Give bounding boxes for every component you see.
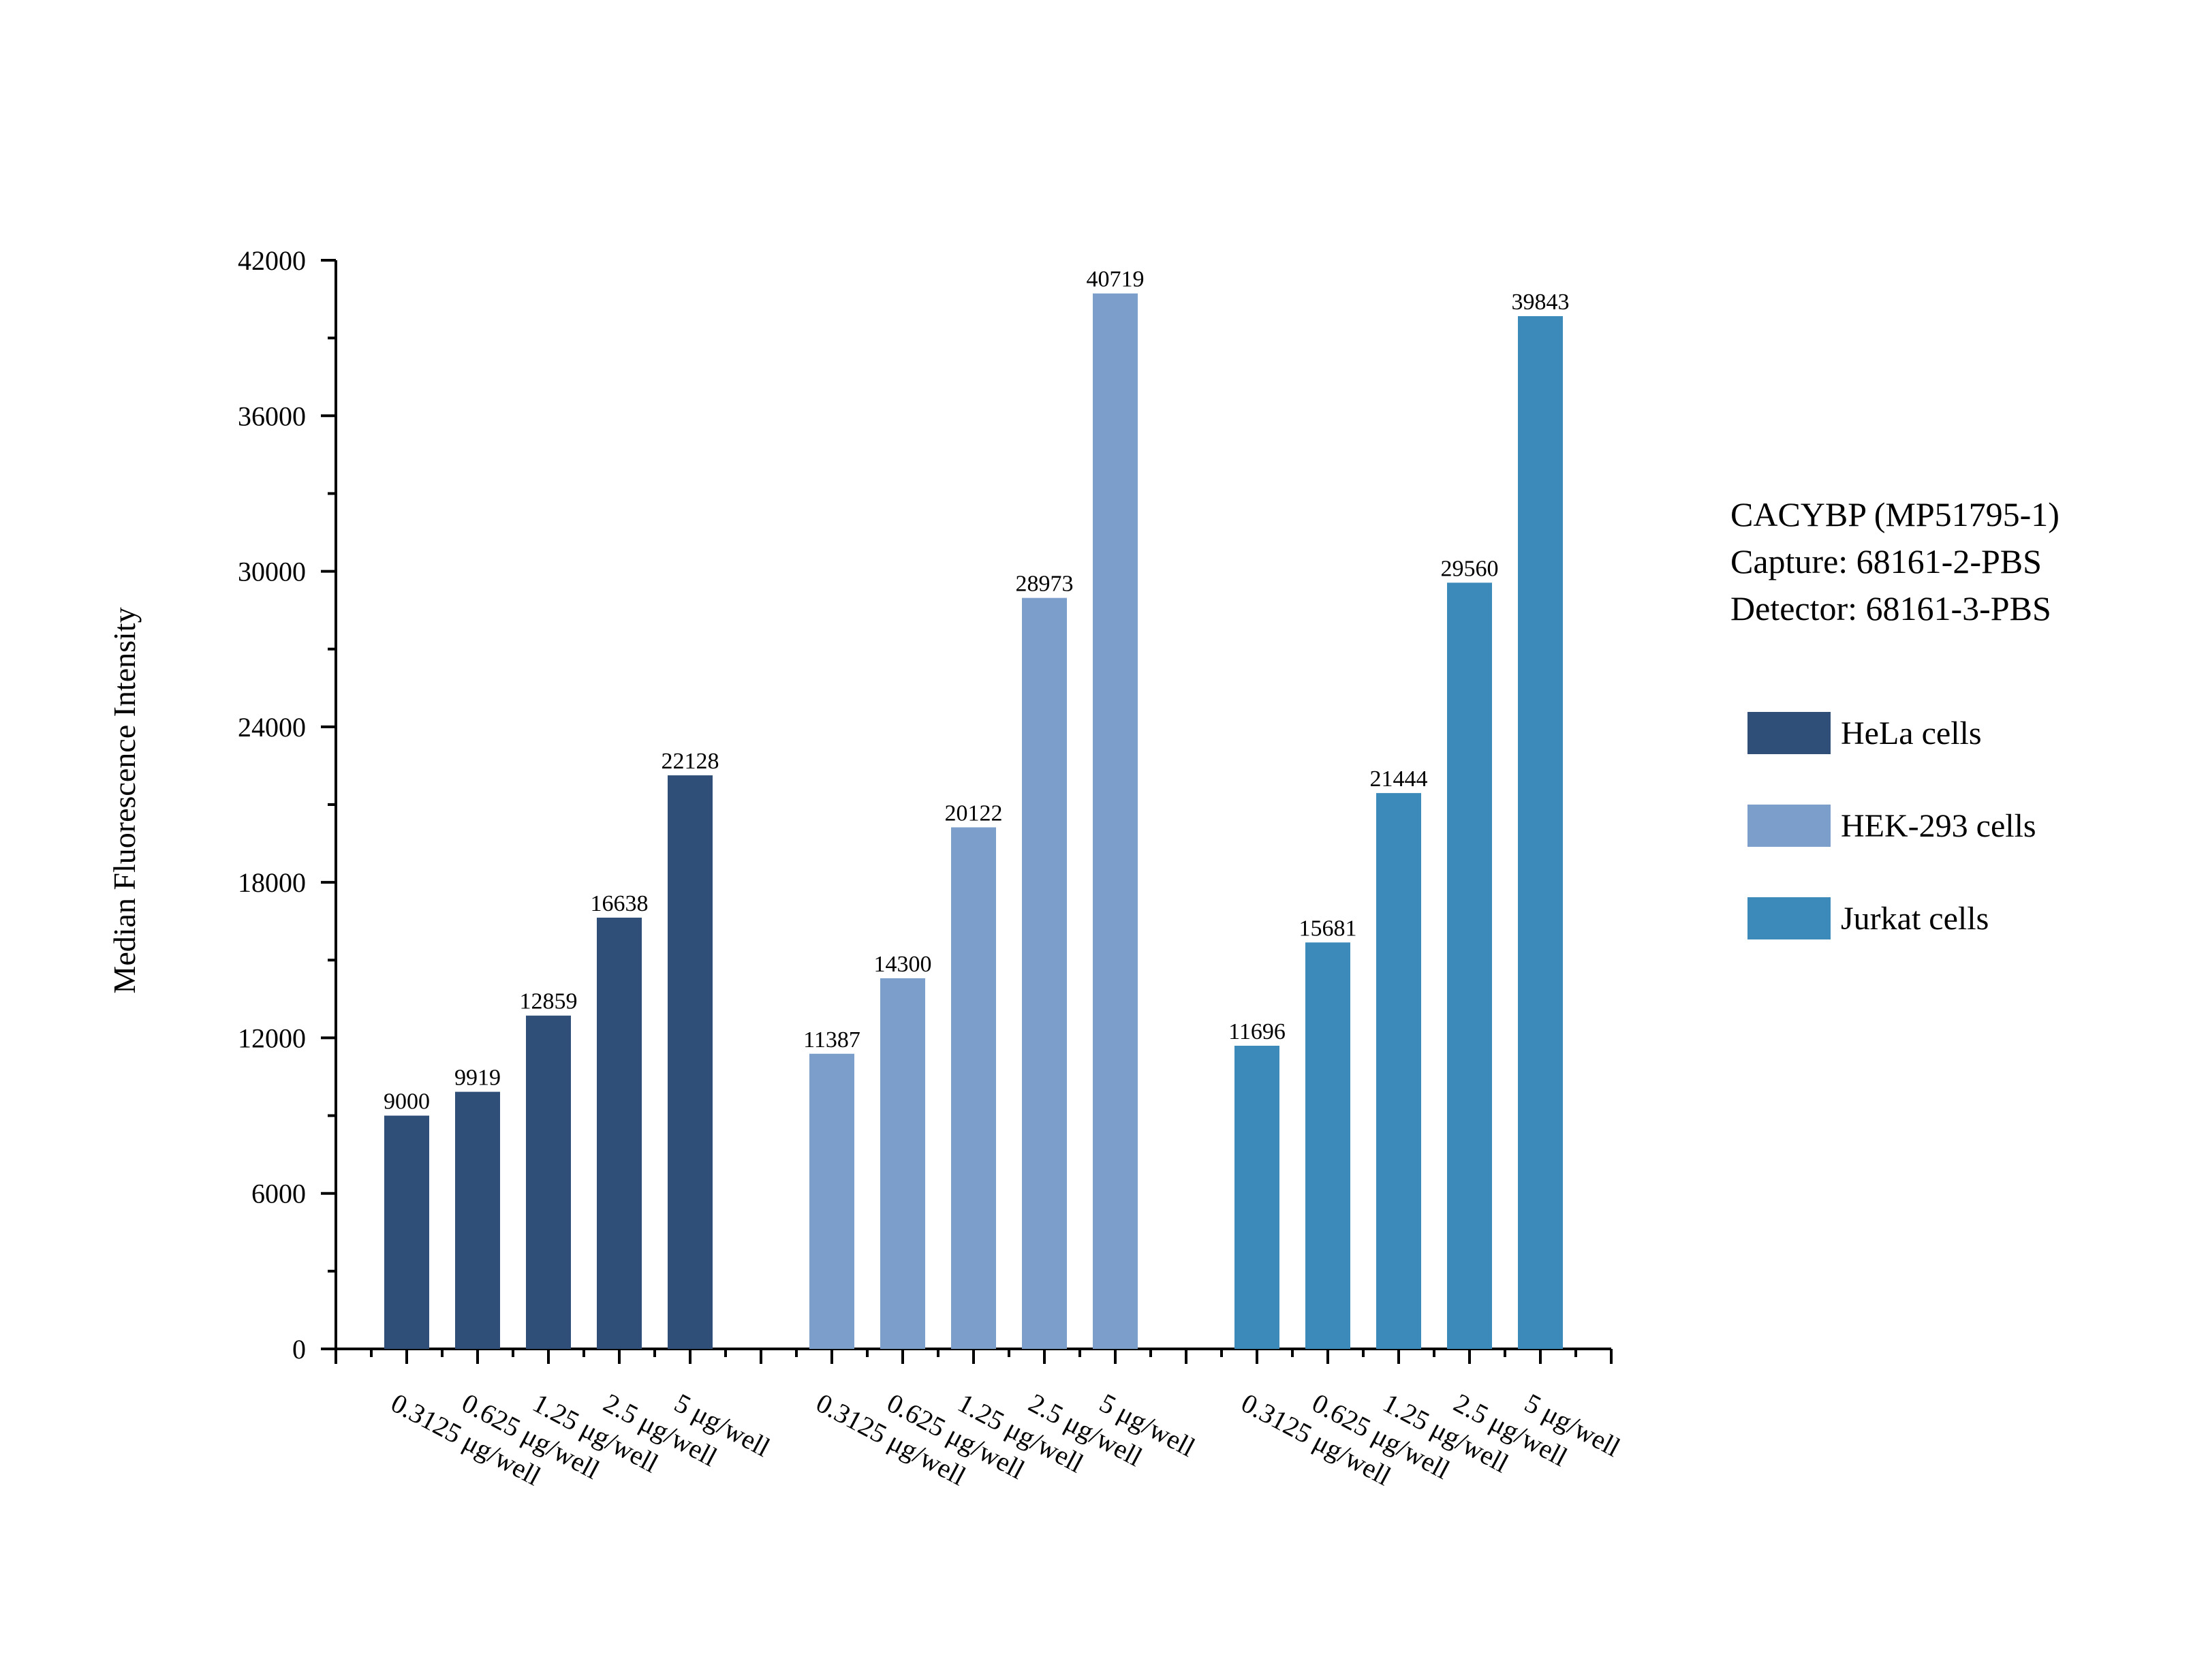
- legend-swatch: [1747, 897, 1831, 939]
- bar: [1518, 316, 1563, 1349]
- bar: [880, 978, 925, 1349]
- info-line: CACYBP (MP51795-1): [1730, 495, 2060, 533]
- bar: [951, 827, 996, 1349]
- data-label: 40719: [1087, 267, 1145, 292]
- y-tick-label: 30000: [238, 557, 306, 587]
- bar: [1022, 597, 1067, 1349]
- legend: HeLa cells HEK-293 cells Jurkat cells: [1747, 712, 2036, 939]
- data-label: 16638: [591, 891, 649, 916]
- data-label: 9919: [454, 1065, 501, 1091]
- data-label: 9000: [384, 1089, 430, 1115]
- bar: [526, 1015, 571, 1349]
- data-label: 39843: [1512, 290, 1570, 315]
- bar: [597, 917, 642, 1349]
- legend-label: HeLa cells: [1841, 715, 1982, 751]
- data-label: 20122: [945, 800, 1003, 826]
- data-label: 22128: [662, 749, 719, 774]
- data-labels: 9000 9919 12859 16638 22128 11387 14300 20122 28…: [384, 267, 1570, 1115]
- bar: [384, 1115, 429, 1349]
- y-tick-label: 36000: [238, 401, 306, 431]
- y-tick-label: 6000: [251, 1179, 306, 1209]
- legend-label: HEK-293 cells: [1841, 808, 2036, 844]
- data-label: 29560: [1441, 556, 1499, 581]
- bar: [809, 1053, 854, 1349]
- data-label: 21444: [1370, 766, 1428, 792]
- bar: [668, 775, 713, 1349]
- info-line: Detector: 68161-3-PBS: [1730, 589, 2051, 627]
- data-label: 15681: [1299, 916, 1357, 941]
- legend-swatch: [1747, 712, 1831, 754]
- y-axis-title: Median Fluorescence Intensity: [107, 607, 142, 993]
- bar: [1376, 793, 1421, 1349]
- data-label: 11387: [803, 1027, 860, 1053]
- axes: 0 6000 12000 18000 24000 30000 36000 42000: [238, 245, 1613, 1365]
- bar: [1093, 293, 1138, 1349]
- y-tick-label: 42000: [238, 245, 306, 276]
- legend-swatch: [1747, 805, 1831, 847]
- info-block: CACYBP (MP51795-1) Capture: 68161-2-PBS De…: [1730, 495, 2060, 627]
- info-line: Capture: 68161-2-PBS: [1730, 542, 2042, 580]
- bar: [455, 1091, 500, 1349]
- data-label: 11696: [1228, 1019, 1286, 1044]
- y-tick-label: 12000: [238, 1023, 306, 1053]
- data-label: 12859: [520, 989, 578, 1014]
- bar: [1234, 1045, 1279, 1349]
- y-tick-label: 18000: [238, 867, 306, 898]
- data-label: 28973: [1016, 572, 1074, 597]
- bar: [1305, 942, 1350, 1349]
- legend-label: Jurkat cells: [1841, 901, 1989, 937]
- data-label: 14300: [874, 952, 932, 977]
- bars: [384, 293, 1563, 1349]
- bar: [1447, 582, 1492, 1349]
- y-tick-label: 24000: [238, 712, 306, 743]
- y-tick-label: 0: [292, 1334, 306, 1365]
